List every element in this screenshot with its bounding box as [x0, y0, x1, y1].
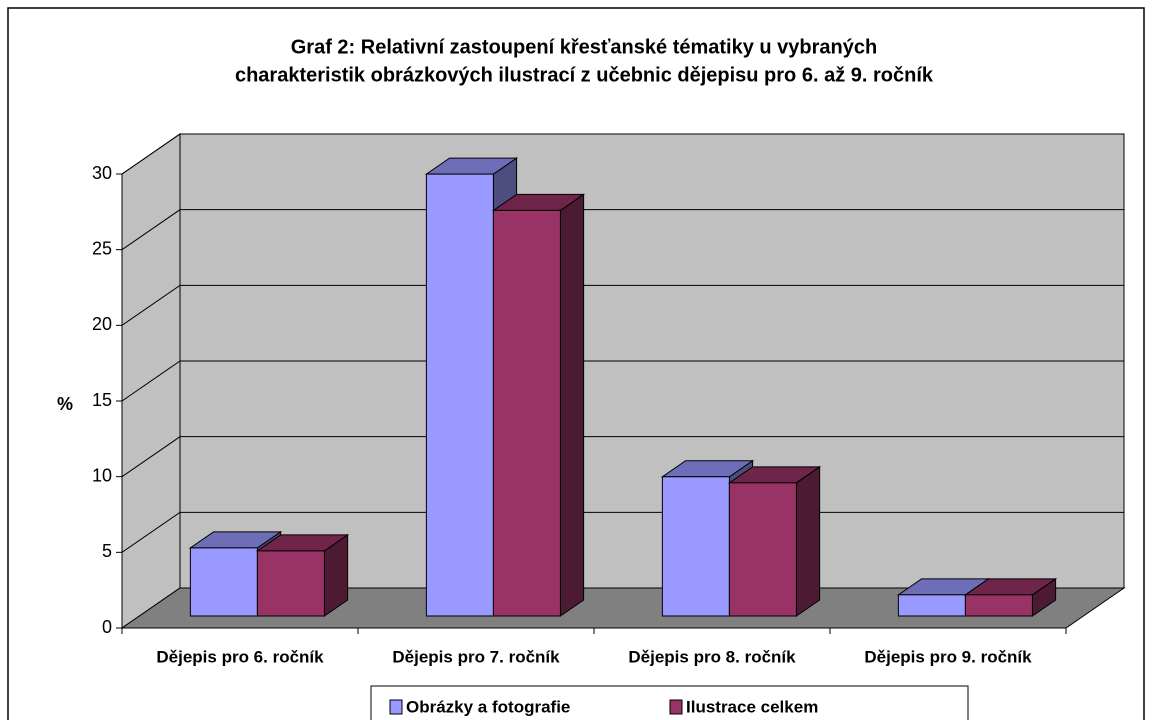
x-tick-label: Dějepis pro 7. ročník: [392, 647, 560, 666]
chart-title: Graf 2: Relativní zastoupení křesťanské …: [291, 36, 877, 58]
bar: [491, 193, 586, 617]
y-tick-label: 30: [92, 163, 112, 183]
y-tick-label: 15: [92, 390, 112, 410]
y-tick-label: 0: [102, 617, 112, 637]
bar-front: [964, 594, 1033, 617]
bar-front: [425, 173, 494, 617]
bar-front: [256, 550, 325, 617]
x-tick-label: Dějepis pro 6. ročník: [156, 647, 324, 666]
bar: [727, 465, 822, 617]
bar-side: [795, 465, 821, 617]
y-tick-label: 20: [92, 314, 112, 334]
bar: [963, 577, 1058, 617]
legend-swatch: [389, 699, 403, 715]
y-tick-label: 25: [92, 238, 112, 258]
legend-label: Ilustrace celkem: [686, 697, 818, 716]
chart-title: charakteristik obrázkových ilustrací z u…: [235, 64, 934, 86]
y-axis-label: %: [57, 394, 73, 414]
grid-line: [121, 209, 1124, 251]
grid-line: [121, 133, 1124, 175]
bar-front: [492, 209, 561, 617]
grid-line: [121, 436, 1124, 478]
x-tick-label: Dějepis pro 8. ročník: [628, 647, 796, 666]
y-tick-label: 10: [92, 465, 112, 485]
legend-label: Obrázky a fotografie: [406, 697, 570, 716]
bar-front: [189, 547, 258, 617]
grid-line: [121, 360, 1124, 402]
legend-swatch: [669, 699, 683, 715]
x-tick-label: Dějepis pro 9. ročník: [864, 647, 1032, 666]
bar-front: [728, 482, 797, 617]
bar-front: [661, 476, 730, 617]
bar-front: [897, 594, 966, 617]
y-tick-label: 5: [102, 541, 112, 561]
grid-line: [121, 284, 1124, 326]
bar-side: [559, 193, 585, 617]
bar: [255, 533, 350, 617]
